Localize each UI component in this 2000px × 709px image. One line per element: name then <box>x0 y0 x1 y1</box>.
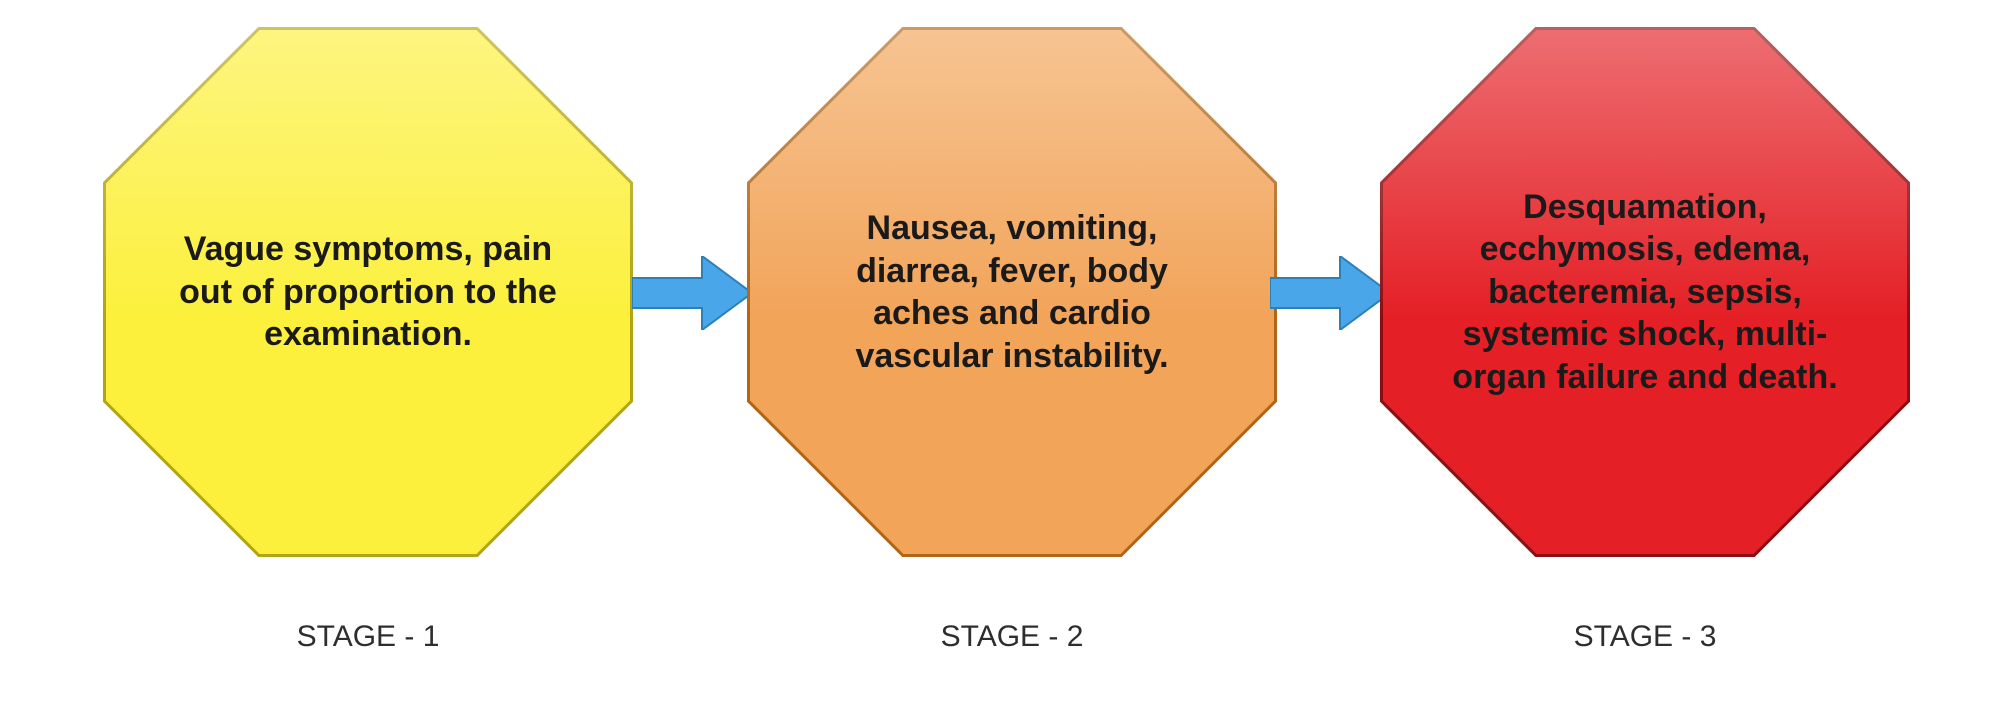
stage-2-label: STAGE - 2 <box>747 620 1277 654</box>
diagram-canvas: Vague symptoms, pain out of proportion t… <box>0 0 2000 709</box>
stage-3-label: STAGE - 3 <box>1380 620 1910 654</box>
arrow-1-shape <box>632 256 752 330</box>
stage-1-octagon: Vague symptoms, pain out of proportion t… <box>103 27 633 557</box>
stage-3-text: Desquamation, ecchymosis, edema, bactere… <box>1440 186 1850 399</box>
stage-2-text: Nausea, vomiting, diarrea, fever, body a… <box>807 207 1217 377</box>
arrow-2-shape <box>1270 256 1390 330</box>
stage-1-label: STAGE - 1 <box>103 620 633 654</box>
arrow-1-svg <box>632 256 752 330</box>
stage-1-text: Vague symptoms, pain out of proportion t… <box>163 228 573 356</box>
arrow-2-svg <box>1270 256 1390 330</box>
stage-2-octagon: Nausea, vomiting, diarrea, fever, body a… <box>747 27 1277 557</box>
stage-3-octagon: Desquamation, ecchymosis, edema, bactere… <box>1380 27 1910 557</box>
arrow-1 <box>632 256 752 330</box>
arrow-2 <box>1270 256 1390 330</box>
